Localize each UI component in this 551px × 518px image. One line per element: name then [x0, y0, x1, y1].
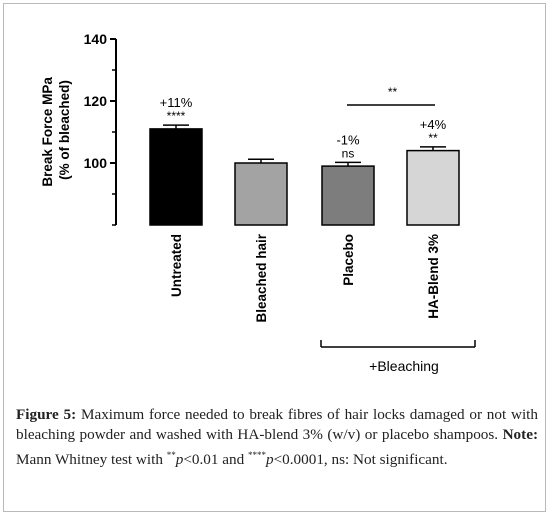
- bar-4: [406, 149, 460, 226]
- figure-caption: Figure 5: Maximum force needed to break …: [16, 405, 538, 470]
- bar-chart: Break Force MPa (% of bleached) 100 120 14…: [40, 31, 476, 374]
- brackets: ** +Bleaching: [320, 85, 476, 374]
- y-axis-label: Break Force MPa (% of bleached): [40, 73, 72, 186]
- y-axis-label-line-2: (% of bleached): [57, 80, 72, 180]
- stars-four: ****: [248, 450, 266, 460]
- note-text-1: Mann Whitney test with: [16, 451, 167, 469]
- y-ticks: 100 120 140: [84, 31, 116, 226]
- stars-two: **: [166, 450, 176, 460]
- significance-label: ****: [167, 109, 186, 123]
- bar-2: [234, 162, 288, 226]
- category-labels: Untreated Bleached hair Placebo HA-Blend 3%: [169, 233, 441, 322]
- bar-annotations: +11%**** -1%ns +4%**: [160, 95, 447, 160]
- significance-label: ns: [342, 146, 355, 160]
- note-text-3: <0.0001, ns: Not significant.: [273, 451, 448, 469]
- category-label: Placebo: [341, 234, 356, 286]
- bars: [149, 124, 460, 226]
- significance-label: **: [428, 131, 438, 145]
- p-symbol-1: p: [175, 451, 184, 469]
- group-bracket-label: +Bleaching: [369, 358, 439, 374]
- category-label: Bleached hair: [254, 233, 269, 322]
- comparison-label: **: [388, 85, 398, 99]
- percent-label: +11%: [160, 95, 193, 110]
- note-label: Note:: [502, 426, 538, 443]
- y-tick-label: 140: [84, 31, 108, 47]
- category-label: HA-Blend 3%: [426, 234, 441, 319]
- y-tick-label: 120: [84, 93, 108, 109]
- y-tick-label: 100: [84, 155, 108, 171]
- bar-1: [149, 128, 203, 226]
- note-text-2: <0.01 and: [183, 451, 248, 469]
- percent-label: +4%: [420, 117, 447, 132]
- figure-frame: [3, 3, 546, 512]
- percent-label: -1%: [336, 132, 360, 147]
- figure-label: Figure 5:: [16, 406, 77, 423]
- p-symbol-2: p: [266, 451, 274, 469]
- y-axis-label-line-1: Break Force MPa: [40, 77, 55, 187]
- caption-text: Maximum force needed to break fibres of …: [16, 406, 538, 443]
- bar-3: [321, 165, 375, 226]
- category-label: Untreated: [169, 234, 184, 297]
